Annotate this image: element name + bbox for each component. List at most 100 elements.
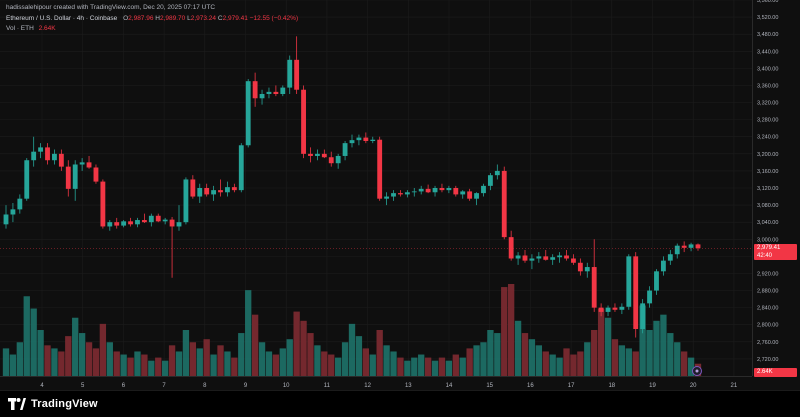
candle-body [550,257,556,260]
candle [58,149,64,171]
candle [10,202,16,223]
volume-bar [674,342,681,376]
volume-bar [535,345,542,376]
candle [564,249,569,261]
candle [377,136,383,201]
volume-bar [155,357,162,376]
candle-body [411,191,417,193]
candle-body [121,221,127,226]
candle-body [335,155,341,164]
candle-body [176,222,182,227]
volume-bar [514,320,522,376]
chart-grid [0,0,752,376]
last-price-tag: 2,979.41 42:40 [754,244,797,261]
volume-value: 2.64K [38,25,56,32]
volume-bar [210,354,217,376]
candle [411,188,417,197]
candle [654,269,659,295]
volume-bar [376,330,383,376]
volume-bar [411,357,418,376]
candle-body [681,245,687,248]
price-tick-label: 2,920.00 [757,271,778,277]
candle-body [370,139,376,141]
volume-tag: 2.64K [754,368,797,377]
candle-body [467,191,473,199]
candle [197,183,203,203]
candle [93,164,99,184]
candle [321,149,327,159]
candle-body [24,160,30,199]
candle [439,183,445,193]
volume-bar [92,348,100,376]
candle [314,149,320,161]
attribution-text: hadissalehipour created with TradingView… [6,4,216,11]
candle [674,243,680,259]
candle-body [363,137,369,141]
tradingview-logo[interactable]: TradingView [8,396,98,412]
candle [557,252,563,263]
volume-bar [597,308,605,376]
high-value: 2,989.70 [159,15,186,22]
candle-body [148,215,154,223]
candle-body [494,170,500,176]
volume-bar [618,345,626,376]
volume-bar [148,360,155,376]
price-tick-label: 3,040.00 [757,220,778,226]
candle [474,192,479,206]
candle-body [391,193,396,197]
candle-body [287,59,293,88]
volume-bar [134,351,141,376]
candle [176,205,182,231]
volume-label: Vol · ETH [6,25,34,32]
volume-bar [217,345,224,376]
volume-legend[interactable]: Vol · ETH 2.64K [6,25,56,32]
symbol-legend[interactable]: Ethereum / U.S. Dollar · 4h · Coinbase O… [6,15,298,22]
candle [169,217,175,278]
volume-bar [445,360,453,376]
time-tick-label: 7 [162,383,166,389]
price-tick-label: 3,160.00 [757,169,778,175]
candle [148,213,154,227]
candlestick-chart[interactable] [0,0,752,376]
time-tick-label: 15 [486,383,493,389]
candle [667,249,673,265]
time-tick-label: 6 [122,383,126,389]
candle-body [667,254,673,261]
candle-body [377,139,383,199]
candle-body [584,267,590,272]
ohlc-values: O2,987.96 H2,989.70 L2,973.24 C2,979.41 … [123,15,299,22]
candle-body [695,244,701,249]
candle-body [183,179,189,223]
candle [114,217,120,229]
time-axis[interactable]: 4 5 6 7 8 9 10 11 12 13 14 15 16 17 18 19 20 21 [0,376,752,391]
candle-body [245,81,251,146]
volume-indicator-icon[interactable] [692,366,702,376]
volume-bar [397,357,404,376]
candle-body [453,188,459,195]
candle [598,303,604,317]
volume-bar [660,314,667,376]
volume-bar [362,348,369,376]
candle-body [404,192,410,195]
candle-body [328,157,334,164]
volume-bar [231,357,238,376]
price-axis[interactable]: 3,560.00 3,520.00 3,480.00 3,440.00 3,400.00… [752,0,800,376]
candle-body [72,164,78,189]
candle-body [529,258,535,261]
volume-bar [611,339,619,376]
candle [688,242,694,252]
candle-body [259,94,265,99]
volume-bar [127,357,134,376]
time-tick-label: 17 [568,383,575,389]
volume-bar [37,330,44,376]
volume-bar [604,317,612,376]
candle [633,252,639,338]
candle-body [218,190,223,193]
volume-bar [162,360,169,376]
volume-bar [348,323,356,376]
tradingview-wordmark: TradingView [31,398,98,410]
candle [190,175,196,199]
price-tick-label: 2,760.00 [757,340,778,346]
volume-bar [341,342,349,376]
